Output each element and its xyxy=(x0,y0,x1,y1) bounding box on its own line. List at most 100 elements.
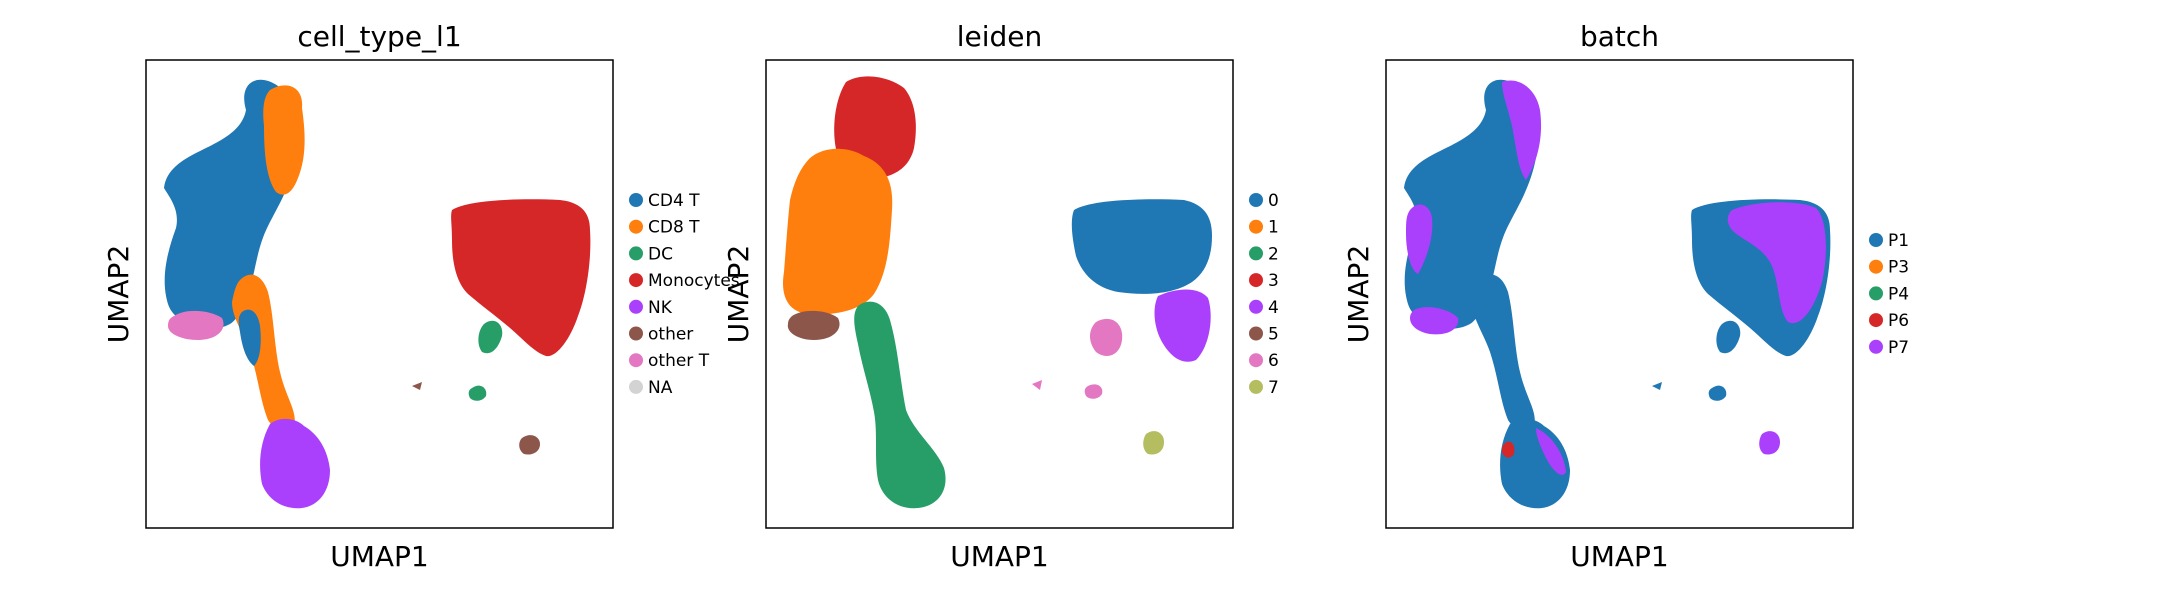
legend: 0 1 2 3 4 5 6 7 xyxy=(1249,191,1279,398)
legend-item: 3 xyxy=(1249,271,1279,291)
x-axis-label: UMAP1 xyxy=(1570,540,1669,573)
batch-blob-p7 xyxy=(1727,202,1826,324)
legend-marker xyxy=(1869,233,1883,247)
legend-label: 5 xyxy=(1268,325,1279,345)
legend-label: other xyxy=(648,325,693,345)
legend-item: CD4 T xyxy=(629,191,700,211)
cluster-cd4-t-stem xyxy=(238,309,261,366)
panel-title: cell_type_l1 xyxy=(297,20,461,53)
legend-item: 1 xyxy=(1249,218,1279,238)
legend-label: Monocytes xyxy=(648,271,740,291)
legend-marker xyxy=(1249,299,1263,314)
legend-item: NK xyxy=(629,298,673,318)
legend-item: 0 xyxy=(1249,191,1279,211)
cluster-other-dot xyxy=(412,382,422,390)
legend-marker xyxy=(629,219,643,234)
x-axis-label: UMAP1 xyxy=(330,540,429,573)
y-axis-label: UMAP2 xyxy=(722,245,755,344)
batch-small-p1 xyxy=(1716,320,1741,354)
legend-marker xyxy=(629,299,643,314)
y-axis-label: UMAP2 xyxy=(102,245,135,344)
legend-item: 5 xyxy=(1249,325,1279,345)
axes-frame xyxy=(765,59,1234,529)
legend-item: 4 xyxy=(1249,298,1279,318)
legend-item: CD8 T xyxy=(629,218,700,238)
legend-label: 2 xyxy=(1268,244,1279,264)
legend: CD4 T CD8 T DC Monocytes NK other other T NA xyxy=(629,191,740,398)
scatter-clusters xyxy=(1404,79,1831,509)
legend-item: other xyxy=(629,325,693,345)
cluster-0 xyxy=(1071,199,1212,294)
legend-marker xyxy=(1869,313,1883,328)
cluster-other xyxy=(519,435,540,455)
batch-small-p7 xyxy=(1759,431,1780,455)
cluster-1 xyxy=(783,148,893,315)
scatter-clusters xyxy=(783,76,1212,509)
legend-label: P7 xyxy=(1888,338,1909,358)
cluster-4 xyxy=(1154,289,1211,362)
legend-label: 3 xyxy=(1268,271,1279,291)
legend-label: CD8 T xyxy=(648,218,700,238)
y-axis-label: UMAP2 xyxy=(1342,245,1375,344)
umap-panel-leiden: leiden UMAP1 UMAP2 0 1 2 3 4 5 6 7 xyxy=(722,20,1279,573)
legend-marker xyxy=(629,353,643,368)
legend-marker xyxy=(629,379,643,394)
legend-marker xyxy=(1869,339,1883,354)
legend-item: P7 xyxy=(1869,338,1909,358)
axes-frame xyxy=(1385,59,1854,529)
legend-item: other T xyxy=(629,351,710,371)
legend-marker xyxy=(629,246,643,261)
legend-label: 7 xyxy=(1268,378,1279,398)
legend-label: CD4 T xyxy=(648,191,700,211)
axes-frame xyxy=(145,59,614,529)
legend: P1 P3 P4 P6 P7 xyxy=(1869,231,1909,358)
batch-arm-p7 xyxy=(1502,80,1542,180)
legend-item: P1 xyxy=(1869,231,1909,251)
legend-item: 6 xyxy=(1249,351,1279,371)
legend-marker xyxy=(1869,286,1883,301)
legend-label: 6 xyxy=(1268,351,1279,371)
legend-item: P6 xyxy=(1869,311,1909,331)
legend-marker xyxy=(1249,353,1263,368)
legend-marker xyxy=(629,326,643,341)
batch-arm-p1 xyxy=(1404,79,1540,329)
legend-label: P4 xyxy=(1888,284,1909,304)
legend-label: NK xyxy=(648,298,673,318)
cluster-6 xyxy=(1090,318,1123,356)
cluster-other-t xyxy=(168,310,224,340)
cluster-6-dot xyxy=(1032,380,1042,390)
legend-marker xyxy=(1249,273,1263,288)
legend-item: 2 xyxy=(1249,244,1279,264)
cluster-nk xyxy=(260,418,330,509)
umap-panel-cell-type: cell_type_l1 UMAP1 UMAP2 CD4 T CD8 T DC Mon… xyxy=(102,20,740,573)
cluster-dc xyxy=(478,320,503,354)
legend-label: P6 xyxy=(1888,311,1909,331)
cluster-dc-small xyxy=(468,385,487,401)
cluster-monocytes xyxy=(451,199,591,357)
legend-item: Monocytes xyxy=(629,271,740,291)
legend-label: NA xyxy=(648,378,673,398)
cluster-6-small xyxy=(1084,384,1103,399)
cluster-2 xyxy=(854,301,946,509)
legend-item: 7 xyxy=(1249,378,1279,398)
legend-item: NA xyxy=(629,378,673,398)
legend-label: 1 xyxy=(1268,218,1279,238)
x-axis-label: UMAP1 xyxy=(950,540,1049,573)
legend-label: P3 xyxy=(1888,258,1909,278)
cluster-5 xyxy=(787,310,840,340)
batch-arm-p7-left xyxy=(1406,204,1433,274)
cluster-cd8-t-lower xyxy=(232,274,295,431)
scatter-clusters xyxy=(164,79,591,509)
legend-label: P1 xyxy=(1888,231,1909,251)
legend-marker xyxy=(1249,193,1263,207)
batch-bottom-p7 xyxy=(1536,428,1566,475)
legend-marker xyxy=(1249,246,1263,261)
legend-marker xyxy=(629,193,643,207)
legend-label: DC xyxy=(648,244,673,264)
legend-label: 0 xyxy=(1268,191,1279,211)
cluster-7 xyxy=(1143,431,1164,455)
legend-item: P3 xyxy=(1869,258,1909,278)
batch-bottom-p6 xyxy=(1502,441,1515,458)
legend-item: DC xyxy=(629,244,673,264)
